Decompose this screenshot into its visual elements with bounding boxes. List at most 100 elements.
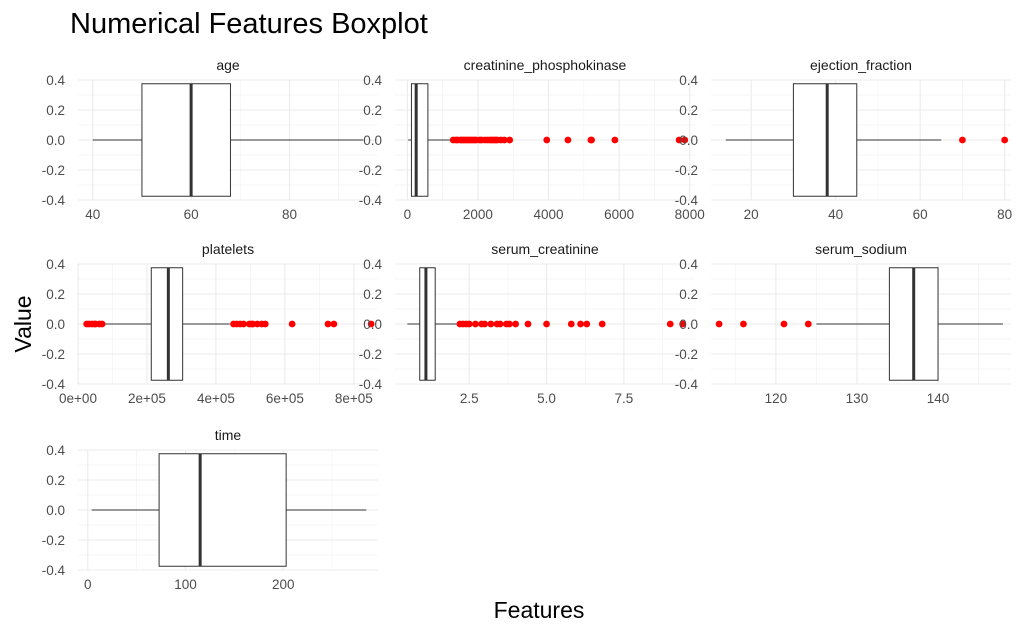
outlier-point	[98, 320, 106, 328]
facet-label: ejection_fraction	[810, 57, 912, 73]
x-tick-label: 2.5	[460, 391, 479, 406]
outlier-point	[780, 320, 788, 328]
facet-label: time	[215, 427, 242, 443]
outlier-point	[1001, 136, 1009, 144]
outlier-point	[715, 320, 723, 328]
facet-grid: age 0.4 0.2 0.0 -0.2 -0.4 40 60 80 creatinine_pho…	[42, 57, 1012, 592]
y-tick-label: 0.2	[46, 473, 65, 488]
x-tick-label: 40	[85, 207, 100, 222]
facet-label: platelets	[202, 241, 254, 257]
facet-ejection-fraction: ejection_fraction 0.4 0.2 0.0 -0.2 -0.4 20 40 60…	[675, 57, 1012, 222]
box-iqr	[792, 83, 858, 197]
facet-label: serum_sodium	[815, 241, 907, 257]
y-tick-label: 0.4	[679, 73, 698, 88]
outlier-point	[959, 136, 966, 144]
x-tick-label: 4e+05	[197, 391, 235, 406]
outlier-point	[330, 320, 338, 328]
outlier-point	[524, 320, 532, 328]
outlier-point	[496, 320, 504, 328]
y-tick-label: 0.2	[46, 287, 65, 302]
x-tick-label: 4000	[534, 207, 564, 222]
outlier-point	[681, 136, 689, 144]
x-tick-label: 2000	[463, 207, 493, 222]
outlier-point	[543, 136, 551, 144]
y-tick-label: -0.4	[42, 563, 66, 578]
y-tick-label: 0.0	[363, 317, 382, 332]
facet-label: serum_creatinine	[491, 241, 599, 257]
facet-age: age 0.4 0.2 0.0 -0.2 -0.4 40 60 80	[42, 57, 378, 222]
outlier-point	[611, 136, 619, 144]
outlier-point	[675, 136, 683, 144]
y-tick-label: 0.4	[46, 73, 65, 88]
facet-creatinine-phosphokinase: creatinine_phosphokinase 0.4 0.2 0.0 -0.2 -0.…	[359, 57, 705, 222]
y-tick-label: -0.2	[42, 163, 65, 178]
facet-platelets: platelets 0.4 0.2 0.0 -0.2 -0.40e+00 2e+05 4e+0…	[42, 241, 378, 406]
y-tick-label: 0.2	[363, 103, 382, 118]
outlier-point	[506, 320, 513, 328]
y-tick-label: -0.4	[359, 193, 383, 208]
outlier-point	[324, 320, 332, 328]
y-tick-label: 0.2	[46, 103, 65, 118]
facet-serum-creatinine: serum_creatinine 0.4 0.2 0.0 -0.2 -0.4 2.5 5.0 7…	[359, 241, 695, 406]
y-tick-label: -0.2	[675, 163, 698, 178]
chart-title: Numerical Features Boxplot	[70, 8, 428, 40]
x-tick-label: 80	[997, 207, 1012, 222]
box-iqr	[158, 453, 287, 567]
y-tick-label: 0.0	[46, 317, 65, 332]
x-tick-label: 200	[272, 577, 295, 592]
outlier-point	[583, 320, 591, 328]
outlier-point	[506, 136, 514, 144]
y-tick-label: -0.2	[359, 163, 382, 178]
y-axis-title: Value	[10, 295, 36, 352]
y-tick-label: 0.4	[363, 257, 382, 272]
box-iqr	[141, 83, 231, 197]
y-tick-label: 0.0	[679, 317, 698, 332]
x-tick-label: 6000	[604, 207, 634, 222]
x-tick-label: 8000	[675, 207, 705, 222]
x-tick-label: 130	[846, 391, 869, 406]
outlier-point	[472, 320, 479, 328]
x-tick-label: 80	[282, 207, 297, 222]
box-iqr	[410, 83, 429, 197]
y-tick-label: -0.4	[675, 193, 699, 208]
x-tick-label: 40	[828, 207, 843, 222]
box-iqr	[419, 267, 436, 381]
y-tick-label: -0.4	[42, 193, 66, 208]
outlier-point	[666, 320, 674, 328]
outlier-point	[487, 320, 495, 328]
x-tick-label: 0	[404, 207, 412, 222]
y-tick-label: 0.4	[46, 257, 65, 272]
x-tick-label: 140	[927, 391, 950, 406]
x-tick-label: 2e+05	[128, 391, 166, 406]
outlier-point	[367, 320, 375, 328]
y-tick-label: 0.2	[363, 287, 382, 302]
x-tick-label: 8e+05	[335, 391, 373, 406]
x-axis-title: Features	[494, 597, 585, 623]
x-tick-label: 20	[744, 207, 759, 222]
y-tick-label: -0.4	[675, 377, 699, 392]
x-tick-label: 120	[765, 391, 788, 406]
outlier-point	[804, 320, 812, 328]
x-tick-label: 0	[84, 577, 92, 592]
outlier-point	[481, 320, 489, 328]
facet-serum-sodium: serum_sodium 0.4 0.2 0.0 -0.2 -0.4 120 130 140	[675, 241, 1011, 406]
y-tick-label: 0.0	[363, 133, 382, 148]
y-tick-label: -0.2	[675, 347, 698, 362]
x-tick-label: 7.5	[614, 391, 633, 406]
facet-label: age	[216, 57, 240, 73]
x-tick-label: 100	[174, 577, 197, 592]
y-tick-label: -0.2	[42, 347, 65, 362]
y-tick-label: -0.4	[359, 377, 383, 392]
outlier-point	[512, 320, 520, 328]
outlier-point	[679, 320, 687, 328]
facet-label: creatinine_phosphokinase	[464, 57, 627, 73]
outlier-point	[261, 320, 269, 328]
y-tick-label: 0.0	[46, 133, 65, 148]
x-tick-label: 0e+00	[59, 391, 97, 406]
outlier-point	[598, 320, 606, 328]
y-tick-label: 0.0	[679, 133, 698, 148]
x-tick-label: 60	[184, 207, 199, 222]
outlier-point	[543, 320, 550, 328]
outlier-point	[288, 320, 296, 328]
facet-time: time 0.4 0.2 0.0 -0.2 -0.4 0 100 200	[42, 427, 378, 592]
